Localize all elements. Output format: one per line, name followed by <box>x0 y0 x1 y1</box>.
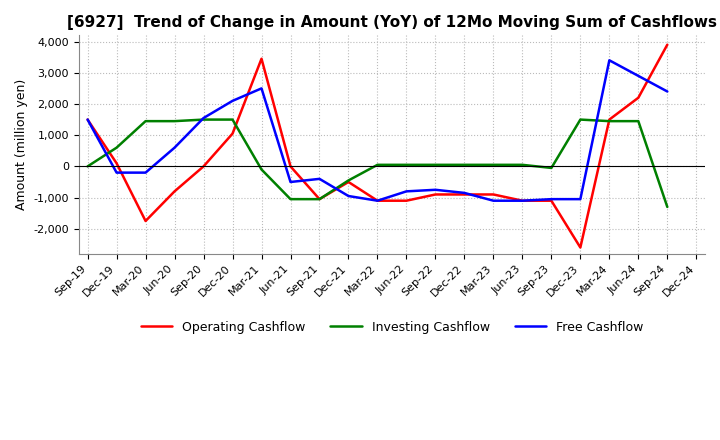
Line: Investing Cashflow: Investing Cashflow <box>88 120 667 207</box>
Free Cashflow <box>634 73 643 78</box>
Investing Cashflow <box>170 118 179 124</box>
Operating Cashflow <box>547 198 556 203</box>
Operating Cashflow <box>373 198 382 203</box>
Operating Cashflow <box>84 117 92 122</box>
Investing Cashflow <box>199 117 208 122</box>
Free Cashflow <box>663 89 672 94</box>
Free Cashflow <box>373 198 382 203</box>
Free Cashflow <box>228 98 237 103</box>
Free Cashflow <box>141 170 150 175</box>
Investing Cashflow <box>547 165 556 171</box>
Investing Cashflow <box>431 162 440 168</box>
Operating Cashflow <box>460 192 469 197</box>
Investing Cashflow <box>286 197 294 202</box>
Investing Cashflow <box>489 162 498 168</box>
Investing Cashflow <box>228 117 237 122</box>
Investing Cashflow <box>605 118 613 124</box>
Operating Cashflow <box>286 164 294 169</box>
Operating Cashflow <box>170 189 179 194</box>
Free Cashflow <box>315 176 324 182</box>
Line: Free Cashflow: Free Cashflow <box>88 60 667 201</box>
Operating Cashflow <box>518 198 527 203</box>
Operating Cashflow <box>344 180 353 185</box>
Investing Cashflow <box>518 162 527 168</box>
Investing Cashflow <box>402 162 411 168</box>
Free Cashflow <box>257 86 266 91</box>
Investing Cashflow <box>576 117 585 122</box>
Operating Cashflow <box>199 164 208 169</box>
Operating Cashflow <box>663 42 672 48</box>
Operating Cashflow <box>112 161 121 166</box>
Legend: Operating Cashflow, Investing Cashflow, Free Cashflow: Operating Cashflow, Investing Cashflow, … <box>135 316 648 339</box>
Free Cashflow <box>489 198 498 203</box>
Y-axis label: Amount (million yen): Amount (million yen) <box>15 79 28 210</box>
Investing Cashflow <box>634 118 643 124</box>
Investing Cashflow <box>257 167 266 172</box>
Free Cashflow <box>402 189 411 194</box>
Operating Cashflow <box>141 218 150 224</box>
Investing Cashflow <box>84 164 92 169</box>
Free Cashflow <box>112 170 121 175</box>
Operating Cashflow <box>605 117 613 122</box>
Operating Cashflow <box>489 192 498 197</box>
Free Cashflow <box>84 117 92 122</box>
Investing Cashflow <box>344 178 353 183</box>
Investing Cashflow <box>315 197 324 202</box>
Free Cashflow <box>170 145 179 150</box>
Operating Cashflow <box>315 197 324 202</box>
Operating Cashflow <box>576 245 585 250</box>
Free Cashflow <box>199 115 208 121</box>
Investing Cashflow <box>373 162 382 168</box>
Free Cashflow <box>344 194 353 199</box>
Free Cashflow <box>605 58 613 63</box>
Investing Cashflow <box>460 162 469 168</box>
Free Cashflow <box>286 180 294 185</box>
Operating Cashflow <box>228 131 237 136</box>
Operating Cashflow <box>402 198 411 203</box>
Line: Operating Cashflow: Operating Cashflow <box>88 45 667 248</box>
Title: [6927]  Trend of Change in Amount (YoY) of 12Mo Moving Sum of Cashflows: [6927] Trend of Change in Amount (YoY) o… <box>67 15 717 30</box>
Free Cashflow <box>547 197 556 202</box>
Investing Cashflow <box>663 204 672 209</box>
Operating Cashflow <box>634 95 643 100</box>
Free Cashflow <box>576 197 585 202</box>
Investing Cashflow <box>141 118 150 124</box>
Operating Cashflow <box>431 192 440 197</box>
Investing Cashflow <box>112 145 121 150</box>
Free Cashflow <box>460 190 469 195</box>
Operating Cashflow <box>257 56 266 61</box>
Free Cashflow <box>518 198 527 203</box>
Free Cashflow <box>431 187 440 192</box>
